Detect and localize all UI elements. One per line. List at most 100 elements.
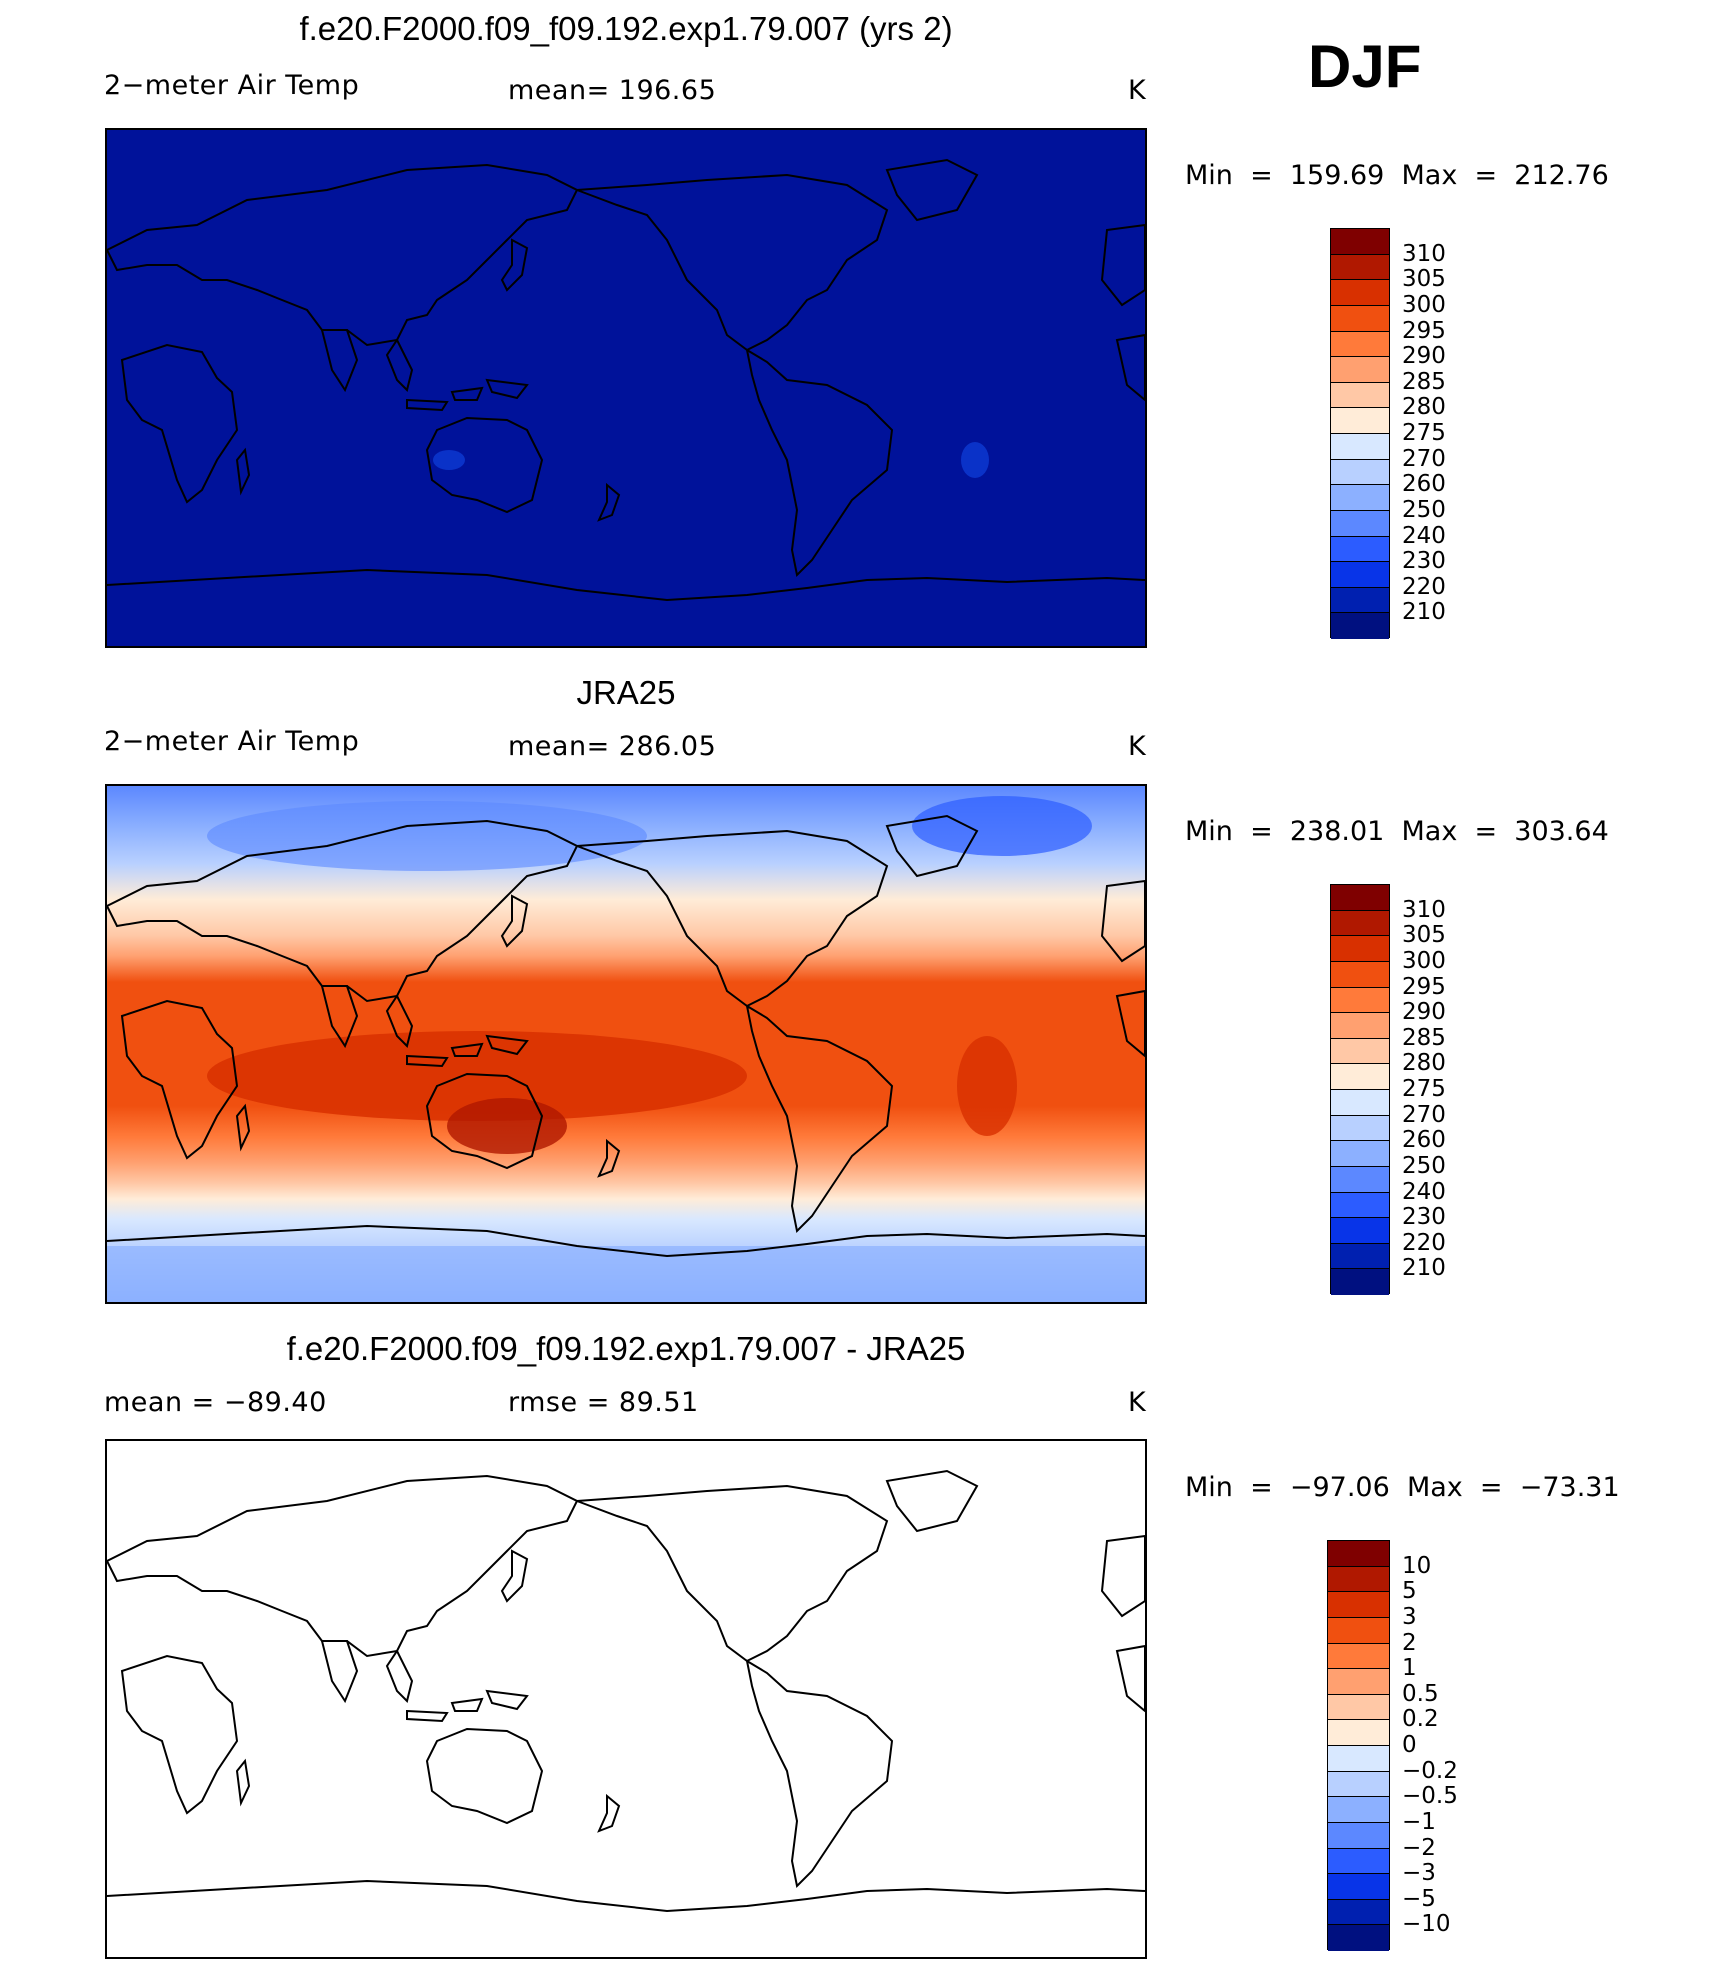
difference-colorbar-segment — [1328, 1643, 1389, 1670]
coastline-path — [120, 343, 239, 504]
panel-1-variable-label: 2−meter Air Temp — [104, 70, 360, 101]
panel-3-rmse-label: rmse = 89.51 — [508, 1387, 699, 1418]
coastline-path — [107, 1474, 579, 1658]
temperature-colorbar-label: 260 — [1402, 471, 1446, 498]
coastline-path — [120, 1654, 239, 1815]
temperature-colorbar-label: 260 — [1402, 1127, 1446, 1154]
difference-colorbar-segment — [1328, 1720, 1389, 1746]
coastline-path — [320, 1640, 359, 1704]
temperature-colorbar-label: 230 — [1402, 548, 1446, 575]
panel-3-title: f.e20.F2000.f09_f09.192.exp1.79.007 - JR… — [286, 1330, 966, 1367]
temperature-colorbar-label: 295 — [1402, 973, 1446, 1000]
temperature-colorbar-label: 305 — [1402, 266, 1446, 293]
difference-colorbar-label: −0.5 — [1402, 1783, 1458, 1810]
temperature-colorbar-segment — [1331, 1218, 1389, 1244]
temperature-colorbar-segment — [1331, 1243, 1389, 1270]
coastline-path — [885, 1469, 979, 1533]
panel-3-mean-label: mean = −89.40 — [104, 1387, 327, 1418]
temperature-colorbar-segment — [1331, 885, 1389, 911]
coastline-path — [885, 158, 979, 222]
temperature-colorbar-label: 210 — [1402, 1255, 1446, 1282]
difference-colorbar-segment — [1328, 1694, 1389, 1721]
coastline-path — [450, 1697, 484, 1712]
temperature-colorbar-segment — [1331, 485, 1389, 511]
panel-1-mean-label: mean= 196.65 — [508, 75, 717, 106]
coastline-path — [500, 1549, 529, 1603]
temperature-colorbar-segment — [1331, 510, 1389, 537]
coastline-path — [385, 994, 414, 1048]
panel-2-map-canvas — [107, 786, 1145, 1302]
coastline-path — [745, 1658, 894, 1889]
panel-3-map-fill — [107, 1441, 1145, 1957]
temperature-colorbar-segment — [1331, 961, 1389, 988]
temperature-colorbar-label: 280 — [1402, 394, 1446, 421]
panel-1-colorbar — [1330, 228, 1390, 639]
coastline-path — [406, 1709, 449, 1723]
panel-3-min-max: Min = −97.06 Max = −73.31 — [1185, 1472, 1620, 1503]
difference-colorbar-segment — [1328, 1746, 1389, 1772]
temperature-colorbar-segment — [1331, 562, 1389, 588]
coastline-path — [1115, 333, 1145, 402]
difference-colorbar-segment — [1328, 1669, 1389, 1695]
coastline-path — [406, 398, 449, 412]
difference-colorbar-segment — [1328, 1541, 1389, 1567]
temperature-colorbar-segment — [1331, 613, 1389, 639]
coastline-path — [120, 999, 239, 1160]
temperature-colorbar-segment — [1331, 1090, 1389, 1116]
temperature-colorbar-label: 310 — [1402, 240, 1446, 267]
panel-2-siberia-cold — [207, 801, 647, 871]
temperature-colorbar-label: 275 — [1402, 1076, 1446, 1102]
coastline-path — [485, 378, 529, 400]
temperature-colorbar-segment — [1331, 536, 1389, 563]
difference-colorbar-label: 0 — [1402, 1732, 1417, 1758]
panel-1-map — [105, 128, 1147, 648]
difference-colorbar-label: −0.2 — [1402, 1757, 1458, 1784]
coastline-path — [235, 1758, 251, 1807]
coastline-path — [1100, 223, 1145, 307]
panel-2-mean-label: mean= 286.05 — [508, 731, 717, 762]
panel-2-antarctic-band — [107, 1246, 1145, 1302]
difference-colorbar-label: 0.5 — [1402, 1680, 1439, 1707]
coastline-path — [1100, 879, 1145, 963]
coastline-path — [576, 1484, 889, 1663]
temperature-colorbar-segment — [1331, 357, 1389, 383]
panel-1-map-canvas — [107, 130, 1145, 646]
temperature-colorbar-segment — [1331, 1038, 1389, 1065]
coastline-path — [320, 329, 359, 393]
coastline-path — [320, 985, 359, 1049]
temperature-colorbar-label: 305 — [1402, 922, 1446, 949]
coastline-path — [235, 1103, 251, 1152]
coastline-path — [107, 568, 1145, 602]
coastline-path — [576, 829, 889, 1008]
difference-colorbar-segment — [1328, 1797, 1389, 1823]
coastline-path — [1115, 989, 1145, 1058]
panel-2-coastlines — [107, 814, 1145, 1258]
temperature-colorbar-segment — [1331, 1013, 1389, 1039]
coastline-path — [597, 1138, 621, 1178]
panel-2-south-america-hot — [957, 1036, 1017, 1136]
temperature-colorbar-label: 275 — [1402, 420, 1446, 446]
temperature-colorbar-segment — [1331, 434, 1389, 460]
coastline-path — [385, 338, 414, 392]
temperature-colorbar-segment — [1331, 987, 1389, 1014]
panel-3-coastlines — [107, 1469, 1145, 1913]
coastline-path — [107, 163, 579, 347]
coastline-path — [450, 1042, 484, 1057]
panel-1-map-fill — [107, 130, 1145, 646]
panel-3-colorbar — [1327, 1540, 1390, 1951]
temperature-colorbar-segment — [1331, 1269, 1389, 1295]
panel-1-title: f.e20.F2000.f09_f09.192.exp1.79.007 (yrs… — [299, 10, 953, 47]
difference-colorbar-segment — [1328, 1592, 1389, 1618]
coastline-path — [500, 238, 529, 292]
difference-colorbar-label: −2 — [1402, 1834, 1436, 1861]
coastline-path — [425, 416, 544, 514]
temperature-colorbar-segment — [1331, 910, 1389, 937]
temperature-colorbar-segment — [1331, 382, 1389, 409]
temperature-colorbar-label: 295 — [1402, 317, 1446, 344]
coastline-path — [597, 482, 621, 522]
difference-colorbar-label: 3 — [1402, 1603, 1417, 1630]
difference-colorbar-segment — [1328, 1925, 1389, 1951]
coastline-path — [745, 1003, 894, 1234]
panel-2-colorbar — [1330, 884, 1390, 1295]
temperature-colorbar-label: 230 — [1402, 1204, 1446, 1231]
